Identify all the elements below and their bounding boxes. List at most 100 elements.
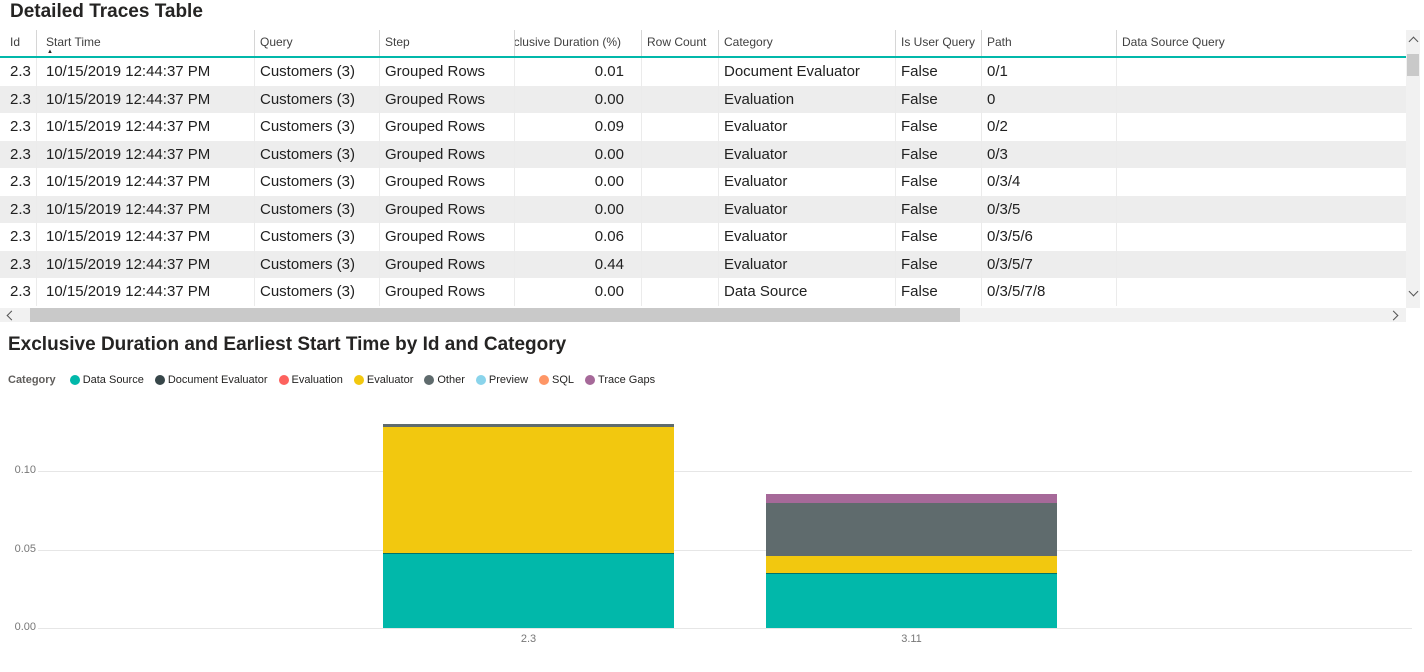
legend-swatch-icon bbox=[539, 375, 550, 385]
table-cell: 0/3/5/7/8 bbox=[982, 278, 1117, 306]
column-header-is-user-query[interactable]: Is User Query bbox=[896, 30, 982, 56]
bar-segment[interactable] bbox=[766, 494, 1057, 503]
table-row[interactable]: 2.3 10/15/2019 12:44:37 PM Customers (3) Gr… bbox=[0, 140, 1406, 168]
horizontal-scrollbar[interactable] bbox=[0, 308, 1406, 322]
table-row[interactable]: 2.3 10/15/2019 12:44:37 PM Customers (3) Gr… bbox=[0, 278, 1406, 306]
table-cell: Customers (3) bbox=[255, 195, 380, 223]
gridline bbox=[38, 628, 1412, 629]
column-header-data-source-query[interactable]: Data Source Query bbox=[1122, 35, 1225, 49]
table-cell bbox=[642, 140, 719, 168]
legend-item[interactable]: Evaluation bbox=[278, 374, 343, 386]
legend-label: Data Source bbox=[82, 374, 144, 386]
legend-label: Preview bbox=[488, 374, 529, 386]
table-cell: False bbox=[896, 113, 982, 141]
column-header-path[interactable]: Path bbox=[982, 30, 1117, 56]
bar-segment[interactable] bbox=[383, 553, 674, 628]
scroll-up-icon[interactable] bbox=[1408, 36, 1419, 47]
horizontal-scrollbar-thumb[interactable] bbox=[30, 308, 960, 322]
table-cell: Grouped Rows bbox=[380, 85, 515, 113]
legend-title: Category bbox=[8, 374, 56, 386]
bar-segment[interactable] bbox=[766, 556, 1057, 573]
table-cell: 2.3 bbox=[0, 195, 37, 223]
vertical-scrollbar-thumb[interactable] bbox=[1407, 54, 1419, 76]
legend-swatch-icon bbox=[154, 375, 165, 385]
table-cell bbox=[642, 250, 719, 278]
table-row[interactable]: 2.3 10/15/2019 12:44:37 PM Customers (3) Gr… bbox=[0, 195, 1406, 224]
table-cell: 0/3/4 bbox=[982, 168, 1117, 196]
table-cell: Grouped Rows bbox=[380, 250, 515, 278]
table-cell bbox=[642, 168, 719, 196]
legend-item[interactable]: Preview bbox=[475, 374, 529, 386]
bar-segment[interactable] bbox=[383, 424, 674, 427]
table-cell: 0/3/5 bbox=[982, 195, 1117, 223]
table-title: Detailed Traces Table bbox=[10, 1, 203, 22]
table-cell: 10/15/2019 12:44:37 PM bbox=[37, 278, 255, 306]
column-header-exclusive-duration[interactable]: Exclusive Duration (%) bbox=[515, 30, 642, 56]
legend-item[interactable]: SQL bbox=[539, 374, 574, 386]
x-axis-category-label: 2.3 bbox=[520, 633, 537, 645]
table-cell: 0.00 bbox=[515, 168, 642, 196]
table-cell: 2.3 bbox=[0, 168, 37, 196]
table-cell: 0.00 bbox=[515, 278, 642, 306]
bar-segment[interactable] bbox=[766, 573, 1057, 628]
table-cell: 0.00 bbox=[515, 195, 642, 223]
table-cell: Customers (3) bbox=[255, 250, 380, 278]
table-cell bbox=[1117, 223, 1406, 251]
scroll-right-icon[interactable] bbox=[1388, 310, 1399, 321]
table-cell: Evaluator bbox=[719, 223, 896, 251]
scroll-left-icon[interactable] bbox=[6, 310, 17, 321]
table-cell: False bbox=[896, 278, 982, 306]
table-cell: Customers (3) bbox=[255, 140, 380, 168]
legend-item[interactable]: Data Source bbox=[69, 374, 144, 386]
bar-segment[interactable] bbox=[383, 427, 674, 553]
legend-swatch-icon bbox=[585, 375, 596, 385]
legend-swatch-icon bbox=[475, 375, 486, 385]
bar-segment[interactable] bbox=[766, 503, 1057, 556]
table-cell: 10/15/2019 12:44:37 PM bbox=[37, 85, 255, 113]
column-header-category[interactable]: Category bbox=[719, 30, 896, 56]
table-cell: False bbox=[896, 250, 982, 278]
legend-item[interactable]: Evaluator bbox=[353, 374, 414, 386]
scroll-down-icon[interactable] bbox=[1408, 286, 1419, 297]
legend-swatch-icon bbox=[424, 375, 435, 385]
table-row[interactable]: 2.3 10/15/2019 12:44:37 PM Customers (3) Gr… bbox=[0, 223, 1406, 251]
table-cell: Customers (3) bbox=[255, 85, 380, 113]
column-header-query[interactable]: Query bbox=[255, 30, 380, 56]
table-row[interactable]: 2.3 10/15/2019 12:44:37 PM Customers (3) Gr… bbox=[0, 58, 1406, 86]
legend-swatch-icon bbox=[278, 375, 289, 385]
column-header-row-count[interactable]: Row Count bbox=[642, 30, 719, 56]
chart-title: Exclusive Duration and Earliest Start Ti… bbox=[8, 334, 567, 355]
table-cell: 0.00 bbox=[515, 85, 642, 113]
table-cell: Grouped Rows bbox=[380, 58, 515, 86]
table-cell bbox=[1117, 251, 1406, 279]
vertical-scrollbar[interactable] bbox=[1406, 30, 1420, 308]
table-cell: 2.3 bbox=[0, 113, 37, 141]
table-cell: False bbox=[896, 85, 982, 113]
column-header-start-time[interactable]: Start Time ▲ bbox=[37, 30, 255, 56]
column-header-id[interactable]: Id bbox=[0, 30, 37, 56]
legend-label: SQL bbox=[552, 374, 575, 386]
table-row[interactable]: 2.3 10/15/2019 12:44:37 PM Customers (3) Gr… bbox=[0, 85, 1406, 114]
legend-swatch-icon bbox=[353, 375, 364, 385]
table-cell bbox=[642, 85, 719, 113]
legend-label: Evaluator bbox=[366, 374, 414, 386]
table-cell bbox=[1117, 196, 1406, 224]
column-header-step[interactable]: Step bbox=[380, 30, 515, 56]
table-cell: Evaluation bbox=[719, 85, 896, 113]
legend-item[interactable]: Document Evaluator bbox=[154, 374, 268, 386]
table-row[interactable]: 2.3 10/15/2019 12:44:37 PM Customers (3) Gr… bbox=[0, 250, 1406, 279]
legend-swatch-icon bbox=[69, 375, 80, 385]
x-axis-category-label: 3.11 bbox=[901, 633, 922, 645]
table-cell: Evaluator bbox=[719, 113, 896, 141]
legend-item[interactable]: Trace Gaps bbox=[585, 374, 655, 386]
table-cell: Evaluator bbox=[719, 195, 896, 223]
table-row[interactable]: 2.3 10/15/2019 12:44:37 PM Customers (3) Gr… bbox=[0, 168, 1406, 196]
table-cell: False bbox=[896, 140, 982, 168]
table-cell bbox=[1117, 86, 1406, 114]
table-row[interactable]: 2.3 10/15/2019 12:44:37 PM Customers (3) Gr… bbox=[0, 113, 1406, 141]
table-cell: 10/15/2019 12:44:37 PM bbox=[37, 58, 255, 86]
table-cell bbox=[642, 223, 719, 251]
table-cell: 2.3 bbox=[0, 250, 37, 278]
legend-item[interactable]: Other bbox=[424, 374, 465, 386]
table-cell bbox=[1117, 113, 1406, 141]
